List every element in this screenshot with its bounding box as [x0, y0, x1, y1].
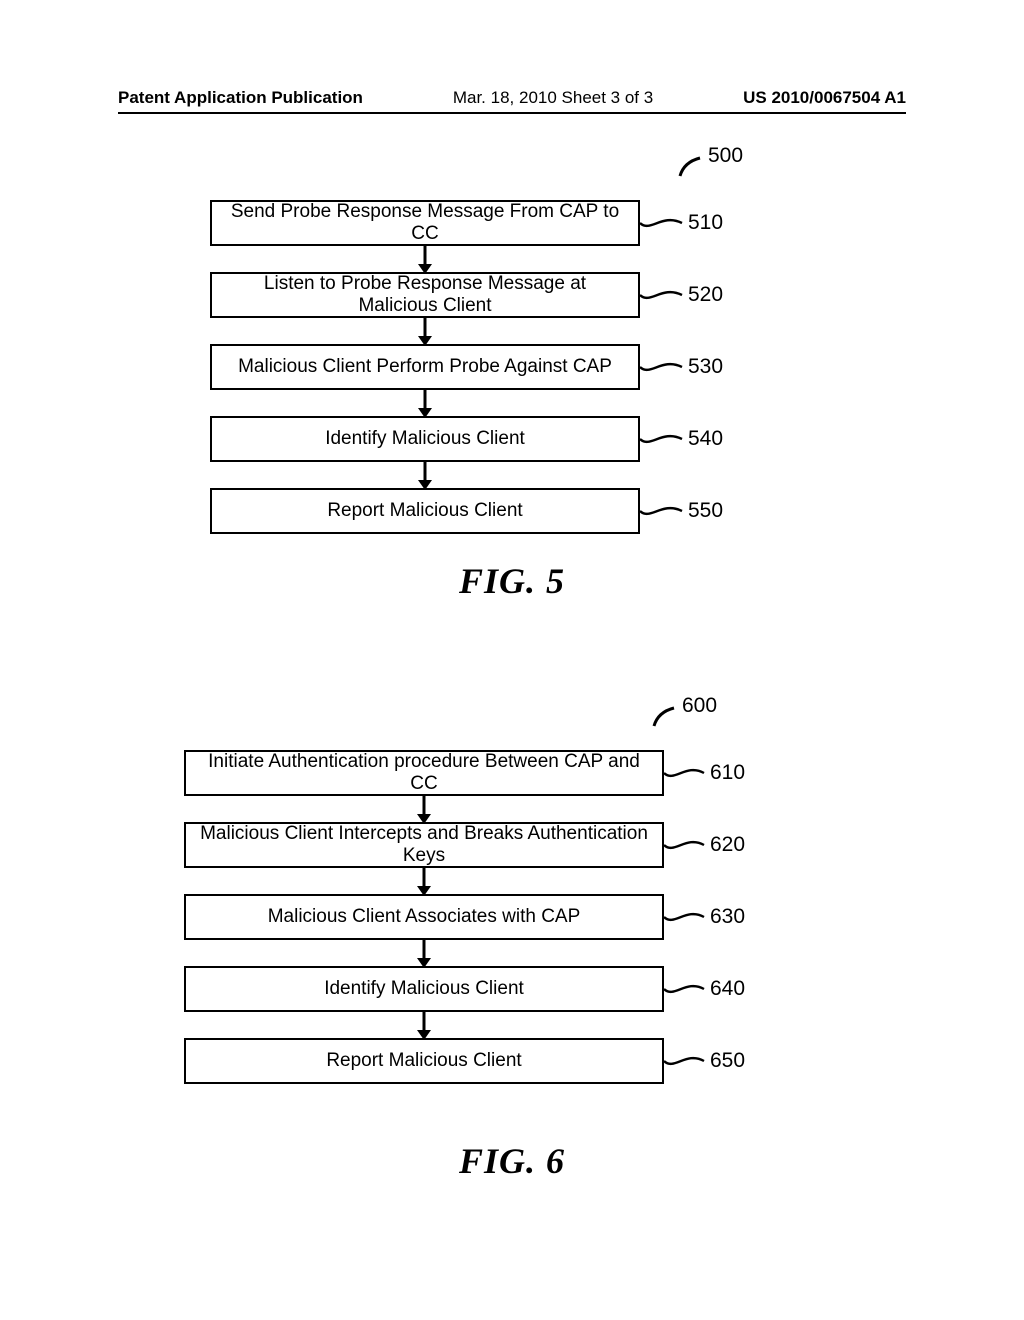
flow-step: Initiate Authentication procedure Betwee… [184, 750, 664, 796]
step-reference-number: 520 [688, 283, 723, 307]
patent-page: Patent Application Publication Mar. 18, … [0, 0, 1024, 1320]
flow-step: Identify Malicious Client [210, 416, 640, 462]
flow-step: Report Malicious Client [210, 488, 640, 534]
flow-step: Listen to Probe Response Message at Mali… [210, 272, 640, 318]
flow-step: Send Probe Response Message From CAP to … [210, 200, 640, 246]
step-reference-number: 540 [688, 427, 723, 451]
header-right: US 2010/0067504 A1 [743, 88, 906, 108]
flow-step: Identify Malicious Client [184, 966, 664, 1012]
step-reference-number: 530 [688, 355, 723, 379]
step-reference-number: 650 [710, 1049, 745, 1073]
flowchart-6: 600Initiate Authentication procedure Bet… [0, 700, 1024, 1200]
header-mid: Mar. 18, 2010 Sheet 3 of 3 [453, 88, 653, 108]
flow-step: Malicious Client Intercepts and Breaks A… [184, 822, 664, 868]
step-reference-number: 630 [710, 905, 745, 929]
flowchart-5: 500Send Probe Response Message From CAP … [0, 150, 1024, 630]
figure-5-caption: FIG. 5 [0, 560, 1024, 602]
flow-step: Malicious Client Perform Probe Against C… [210, 344, 640, 390]
step-reference-number: 550 [688, 499, 723, 523]
step-reference-number: 610 [710, 761, 745, 785]
step-reference-number: 620 [710, 833, 745, 857]
figure-6: 600Initiate Authentication procedure Bet… [0, 700, 1024, 1200]
flow-step: Malicious Client Associates with CAP [184, 894, 664, 940]
header-rule [118, 112, 906, 114]
figure-6-caption: FIG. 6 [0, 1140, 1024, 1182]
header-row: Patent Application Publication Mar. 18, … [118, 88, 906, 108]
step-reference-number: 510 [688, 211, 723, 235]
header-left: Patent Application Publication [118, 88, 363, 108]
flow-step: Report Malicious Client [184, 1038, 664, 1084]
step-reference-number: 640 [710, 977, 745, 1001]
figure-5: 500Send Probe Response Message From CAP … [0, 150, 1024, 630]
